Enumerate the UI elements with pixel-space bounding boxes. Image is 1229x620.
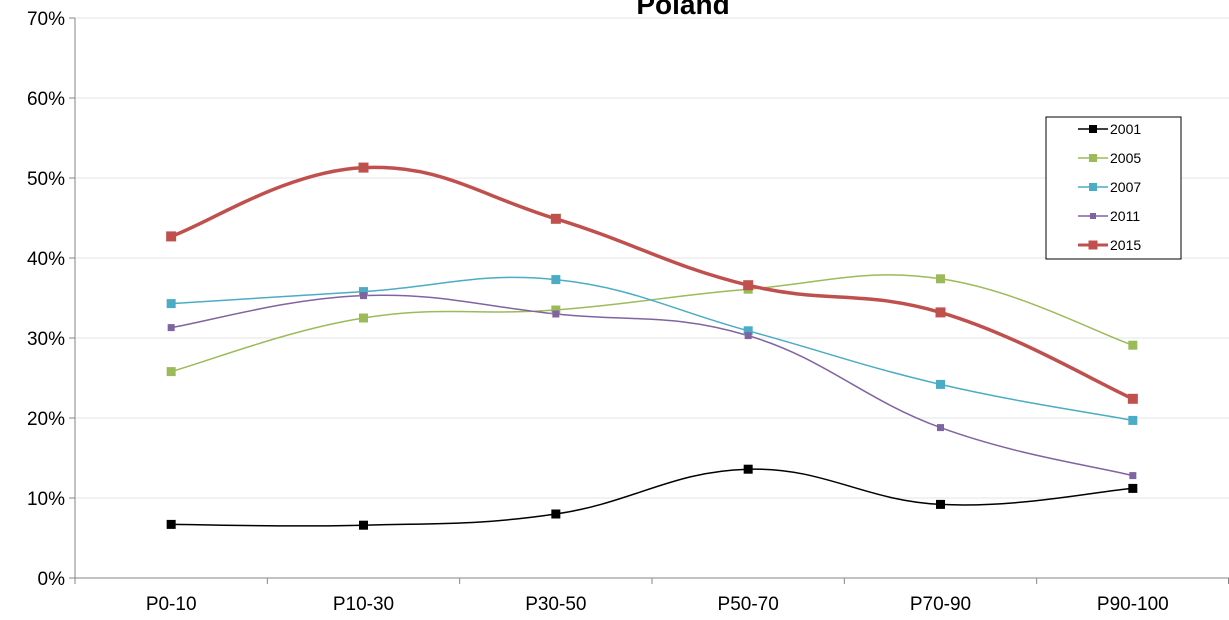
data-point-2005-P90-100 [1128,340,1138,350]
data-point-2011-P10-30 [360,292,367,300]
data-point-2001-P0-10 [166,519,176,529]
data-point-2001-P90-100 [1128,483,1138,493]
data-point-2005-P10-30 [359,313,368,323]
axes [69,17,1229,584]
series-line-2015 [170,165,1134,401]
data-point-2007-P0-10 [166,299,176,309]
y-tick-label: 10% [27,489,65,510]
series-line-2001 [171,468,1133,527]
y-tick-label: 60% [27,89,65,110]
data-point-2011-P70-90 [937,424,944,432]
y-tick-label: 70% [27,9,65,30]
data-point-2015-P70-90 [935,307,946,318]
legend-marker-2005 [1089,154,1097,162]
series-markers [166,162,1138,530]
data-point-2001-P10-30 [359,520,368,530]
legend-label-2001: 2001 [1110,121,1141,137]
data-point-2015-P90-100 [1127,393,1138,404]
x-tick-label: P70-90 [910,594,971,615]
legend-marker-2011 [1090,213,1096,219]
legend-label-2007: 2007 [1110,179,1141,195]
legend-marker-2007 [1089,183,1097,191]
y-axis-tick-labels: 0% 10% 20% 30% 40% 50% 60% 70% [27,9,65,590]
series-line-2005 [170,274,1134,373]
data-point-2011-P50-70 [744,332,752,340]
y-tick-label: 20% [27,409,65,430]
legend-label-2011: 2011 [1110,208,1140,224]
data-point-2015-P10-30 [358,162,369,173]
data-point-2007-P70-90 [936,379,945,389]
data-point-2001-P70-90 [936,499,945,509]
series-line-2007 [171,276,1133,422]
data-point-2007-P90-100 [1128,415,1138,425]
data-point-2011-P0-10 [167,324,175,332]
legend-box [1045,116,1182,260]
data-point-2015-P50-70 [743,280,754,291]
legend-marker-2015 [1088,240,1098,250]
legend: 2001 2005 2007 2011 2015 [1045,116,1182,260]
data-point-2005-P30-50 [551,305,561,315]
x-tick-label: P0-10 [146,594,197,615]
y-tick-label: 50% [27,169,65,190]
series-line-2011 [171,294,1134,477]
data-point-2005-P0-10 [166,367,176,377]
y-tick-label: 0% [38,569,66,590]
y-tick-label: 40% [27,249,65,270]
y-tick-label: 30% [27,329,65,350]
data-point-2015-P30-50 [550,213,561,224]
gridlines [75,17,1229,499]
legend-label-2015: 2015 [1110,237,1141,253]
x-tick-label: P30-50 [525,594,586,615]
data-point-2011-P30-50 [552,310,560,318]
data-point-2001-P30-50 [551,509,561,519]
legend-label-2005: 2005 [1110,150,1141,166]
data-point-2005-P70-90 [936,274,945,284]
x-tick-label: P50-70 [718,594,779,615]
legend-marker-2001 [1089,125,1097,133]
x-tick-label: P10-30 [333,594,394,615]
x-tick-label: P90-100 [1097,594,1169,615]
x-axis-tick-labels: P0-10 P10-30 P30-50 P50-70 P70-90 P90-100 [146,594,1169,615]
data-point-2007-P50-70 [743,326,753,336]
data-point-2015-P0-10 [166,231,177,242]
data-point-2011-P90-100 [1129,472,1137,480]
data-point-2001-P50-70 [743,464,753,474]
series-lines [170,165,1134,527]
chart-title: Poland [636,0,729,20]
data-point-2007-P30-50 [551,275,561,285]
data-point-2007-P10-30 [359,287,368,297]
